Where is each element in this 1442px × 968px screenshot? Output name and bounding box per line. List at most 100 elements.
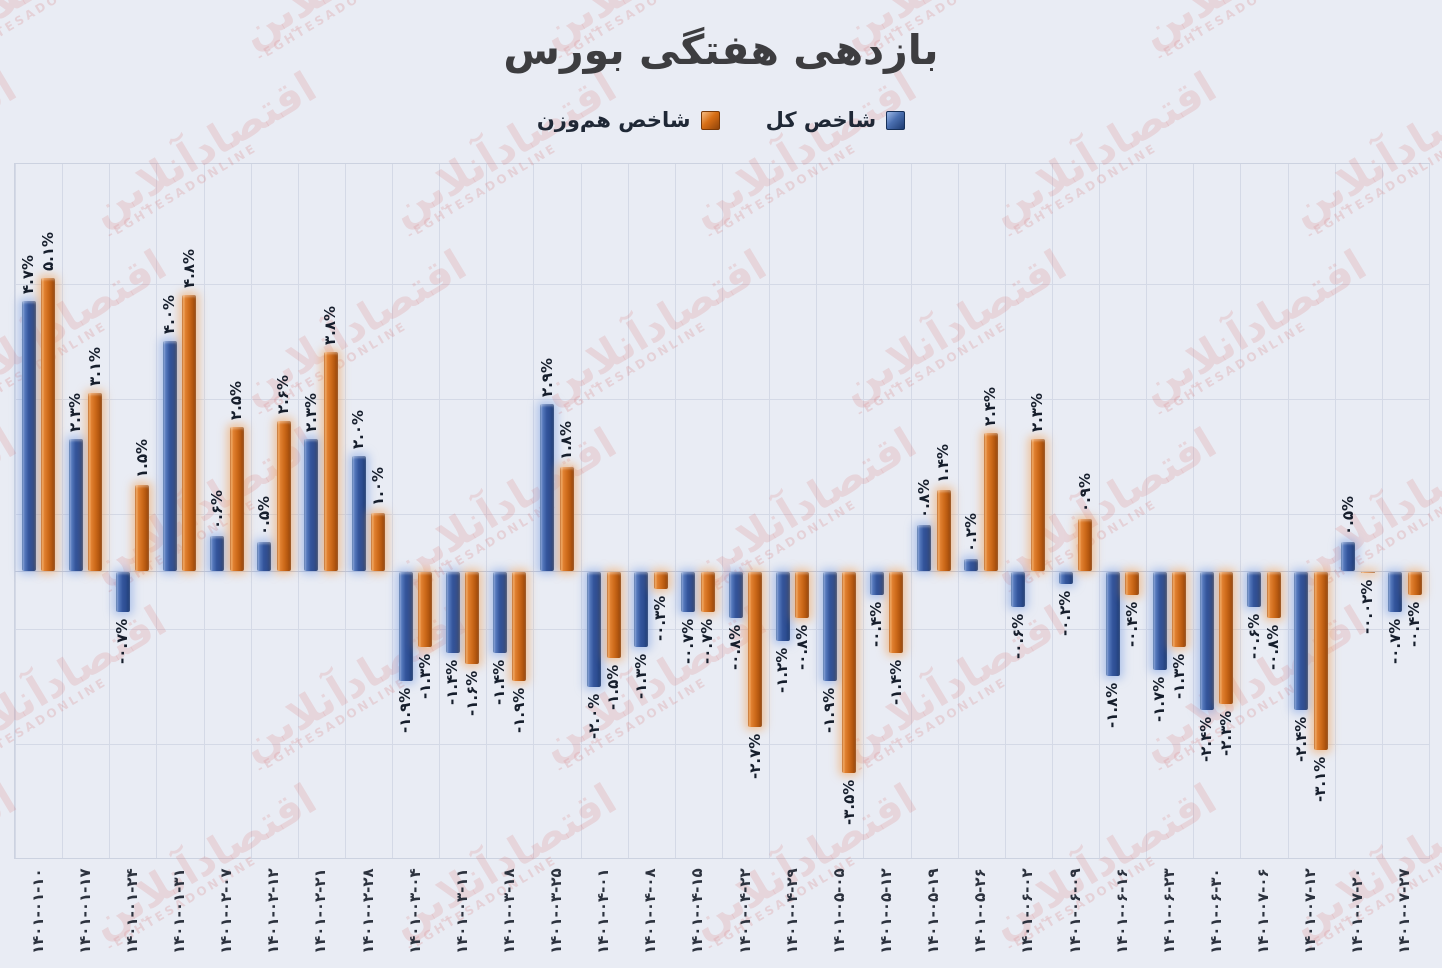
x-axis-label: ۱۴۰۱-۰۷-۲۰ [1348, 868, 1366, 954]
vertical-gridline [863, 164, 864, 858]
bar-total-index [399, 572, 413, 681]
value-label: ۲.۰% [349, 409, 367, 449]
vertical-gridline [251, 164, 252, 858]
value-label: ۴.۷% [19, 254, 37, 294]
value-label: ۲.۹% [538, 357, 556, 397]
bar-equal-weight-index [41, 278, 55, 571]
bar-total-index [964, 559, 978, 571]
bar-equal-weight-index [1125, 572, 1139, 595]
bar-equal-weight-index [88, 393, 102, 571]
value-label: -۱.۲% [773, 647, 791, 693]
value-label: -۱.۹% [510, 687, 528, 733]
bar-total-index [352, 456, 366, 571]
value-label: -۰.۷% [1386, 618, 1404, 664]
bar-total-index [634, 572, 648, 647]
legend-label-equal-weight-index: شاخص هم‌وزن [536, 108, 691, 132]
bar-equal-weight-index [418, 572, 432, 647]
bar-total-index [22, 301, 36, 571]
bar-equal-weight-index [1361, 572, 1375, 573]
bar-total-index [210, 536, 224, 571]
x-axis-label: ۱۴۰۱-۰۱-۱۰ [29, 868, 47, 954]
vertical-gridline [156, 164, 157, 858]
bar-equal-weight-index [465, 572, 479, 664]
x-axis-label: ۱۴۰۱-۰۵-۰۵ [830, 868, 848, 954]
x-axis-label: ۱۴۰۱-۰۲-۲۸ [359, 868, 377, 954]
x-axis-label: ۱۴۰۱-۰۳-۱۱ [453, 868, 471, 954]
vertical-gridline [1288, 164, 1289, 858]
value-label: -۰.۰۲% [1358, 579, 1376, 634]
value-label: -۰.۳% [651, 595, 669, 641]
bar-equal-weight-index [1314, 572, 1328, 750]
bar-total-index [163, 341, 177, 571]
value-label: -۰.۷% [113, 618, 131, 664]
bar-total-index [1341, 542, 1355, 571]
vertical-gridline [911, 164, 912, 858]
bar-total-index [304, 439, 318, 571]
bar-equal-weight-index [230, 427, 244, 571]
bar-total-index [1200, 572, 1214, 710]
value-label: -۰.۸% [726, 624, 744, 670]
bar-total-index [69, 439, 83, 571]
bar-total-index [776, 572, 790, 641]
x-axis-label: ۱۴۰۱-۰۲-۱۲ [264, 868, 282, 954]
x-axis-label: ۱۴۰۱-۰۳-۲۵ [547, 868, 565, 954]
vertical-gridline [1382, 164, 1383, 858]
value-label: ۱.۴% [934, 443, 952, 483]
vertical-gridline [769, 164, 770, 858]
value-label: ۰.۸% [915, 478, 933, 518]
value-label: -۰.۴% [867, 601, 885, 647]
bar-equal-weight-index [842, 572, 856, 773]
x-axis-label: ۱۴۰۱-۰۱-۳۱ [170, 868, 188, 954]
vertical-gridline [581, 164, 582, 858]
horizontal-gridline [15, 514, 1429, 515]
value-label: -۱.۶% [463, 670, 481, 716]
vertical-gridline [1099, 164, 1100, 858]
bar-total-index [823, 572, 837, 681]
bar-total-index [257, 542, 271, 571]
vertical-gridline [722, 164, 723, 858]
x-axis-label: ۱۴۰۱-۰۷-۲۷ [1395, 868, 1413, 954]
watermark-logo-text: اقتصادآنلاین [1432, 240, 1442, 413]
bar-total-index [540, 404, 554, 571]
value-label: ۲.۴% [981, 386, 999, 426]
x-axis-label: ۱۴۰۱-۰۶-۲۳ [1160, 868, 1178, 954]
value-label: -۲.۷% [746, 733, 764, 779]
x-axis-label: ۱۴۰۱-۰۳-۰۴ [406, 868, 424, 954]
x-axis-label: ۱۴۰۱-۰۴-۰۸ [641, 868, 659, 954]
value-label: ۳.۸% [321, 305, 339, 345]
value-label: ۲.۳% [1028, 392, 1046, 432]
x-axis-label: ۱۴۰۱-۰۱-۱۷ [76, 868, 94, 954]
legend-item-equal-weight-index: شاخص هم‌وزن [537, 108, 720, 132]
value-label: -۲.۰% [585, 693, 603, 739]
value-label: -۰.۸% [1264, 624, 1282, 670]
x-axis-label: ۱۴۰۱-۰۳-۱۸ [500, 868, 518, 954]
vertical-gridline [109, 164, 110, 858]
x-axis-label: ۱۴۰۱-۰۵-۱۹ [924, 868, 942, 954]
x-axis-label: ۱۴۰۱-۰۲-۰۷ [217, 868, 235, 954]
vertical-gridline [675, 164, 676, 858]
value-label: -۱.۴% [887, 659, 905, 705]
bar-equal-weight-index [795, 572, 809, 618]
chart-title: بازدهی هفتگی بورس [503, 26, 939, 74]
x-axis-label: ۱۴۰۱-۰۴-۱۵ [688, 868, 706, 954]
bar-equal-weight-index [984, 433, 998, 571]
bar-equal-weight-index [1078, 519, 1092, 571]
vertical-gridline [345, 164, 346, 858]
watermark-logo-text: اقتصادآنلاین [1432, 596, 1442, 769]
value-label: -۱.۹% [820, 687, 838, 733]
vertical-gridline [533, 164, 534, 858]
x-axis-label: ۱۴۰۱-۰۴-۲۲ [736, 868, 754, 954]
chart-legend: شاخص کل شاخص هم‌وزن [0, 108, 1442, 132]
value-label: ۲.۶% [274, 374, 292, 414]
value-label: -۱.۴% [443, 659, 461, 705]
value-label: ۵.۱% [39, 231, 57, 271]
x-axis-label: ۱۴۰۱-۰۶-۳۰ [1207, 868, 1225, 954]
vertical-gridline [1429, 164, 1430, 858]
value-label: ۰.۲% [962, 512, 980, 552]
bar-total-index [917, 525, 931, 571]
value-label: -۲.۴% [1197, 716, 1215, 762]
bar-equal-weight-index [512, 572, 526, 681]
horizontal-gridline [15, 744, 1429, 745]
horizontal-gridline [15, 399, 1429, 400]
